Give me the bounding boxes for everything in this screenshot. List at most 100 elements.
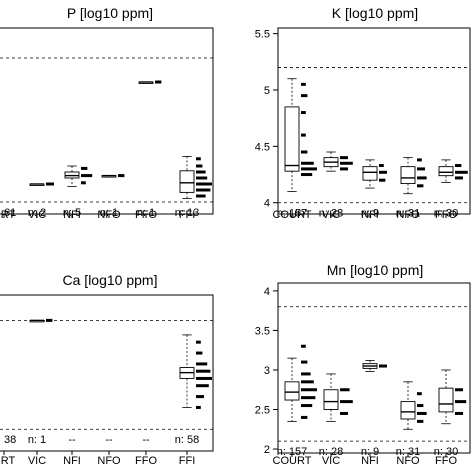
histogram-bar: [455, 170, 468, 174]
histogram-bar: [81, 174, 93, 178]
histogram-bar: [379, 364, 387, 368]
histogram-bar: [417, 404, 424, 408]
histogram-bar: [455, 176, 463, 180]
histogram-bar: [455, 164, 462, 168]
y-tick-label: 4: [264, 198, 270, 210]
histogram-bar: [301, 360, 308, 364]
plot-frame: [277, 282, 471, 454]
x-tick-label: VIC: [322, 455, 340, 467]
histogram-bar: [46, 318, 53, 322]
histogram-bar: [301, 372, 311, 376]
histogram-bar: [340, 400, 353, 404]
box: [284, 106, 300, 172]
count-label: n: 9: [361, 446, 379, 458]
count-label: n: 28: [319, 446, 343, 458]
x-tick-label: NFI: [63, 209, 81, 221]
histogram-bar: [417, 158, 422, 162]
x-tick-label: VIC: [28, 455, 46, 467]
histogram-bar: [81, 166, 88, 170]
panel-title: Mn [log10 ppm]: [327, 262, 424, 278]
y-tick-label: 3: [264, 365, 270, 377]
histogram-bar: [196, 182, 212, 186]
x-tick-label: VIC: [322, 209, 340, 221]
count-label: --: [105, 434, 113, 446]
x-tick-label: FFO: [135, 455, 157, 467]
count-label: n: 1: [28, 434, 46, 446]
plot-frame: [0, 294, 214, 452]
histogram-bar: [379, 164, 384, 168]
y-tick-label: 2: [264, 444, 270, 456]
histogram-bar: [340, 156, 348, 160]
histogram-bar: [301, 150, 308, 154]
histogram-bar: [417, 411, 427, 415]
histogram-bar: [379, 170, 387, 174]
histogram-bar: [379, 178, 386, 182]
histogram-bar: [301, 94, 308, 98]
count-label: n: 1: [100, 207, 118, 219]
count-label: n: 13: [175, 207, 199, 219]
histogram-bar: [340, 167, 348, 171]
histogram-bar: [301, 161, 314, 165]
panel-3: Ca [log10 ppm] URT n: 38 VIC n: 1 NFI -- NFO -- F…: [0, 272, 214, 467]
histogram-bar: [455, 388, 463, 392]
count-label: n: 9: [361, 208, 379, 220]
count-label: n: 38: [0, 434, 16, 446]
x-tick-label: COURT: [273, 209, 312, 221]
x-tick-label: NFO: [97, 209, 121, 221]
plot-frame: [0, 27, 214, 215]
panel-title: K [log10 ppm]: [332, 5, 418, 21]
x-tick-label: NFO: [97, 455, 121, 467]
histogram-bar: [417, 184, 424, 188]
count-label: n: 157: [277, 446, 308, 458]
count-label: n: 61: [0, 207, 16, 219]
box: [400, 401, 416, 420]
histogram-bar: [155, 80, 162, 84]
histogram-bar: [196, 384, 209, 388]
histogram-bar: [118, 174, 125, 178]
count-label: n: 28: [319, 208, 343, 220]
plot-frame: [277, 27, 471, 215]
count-label: n: 30: [434, 208, 458, 220]
x-tick-label: URT: [0, 455, 15, 467]
histogram-bar: [301, 173, 313, 177]
histogram-bar: [301, 388, 317, 392]
box: [438, 166, 454, 177]
count-label: n: 31: [396, 446, 420, 458]
histogram-bar: [196, 157, 201, 161]
histogram-bar: [301, 380, 314, 384]
x-tick-label: NFI: [361, 209, 379, 221]
count-label: n: 5: [63, 207, 81, 219]
count-label: n: 1: [137, 207, 155, 219]
x-tick-label: FFO: [435, 209, 457, 221]
histogram-bar: [196, 340, 201, 344]
histogram-bar: [340, 161, 353, 165]
box: [438, 387, 454, 413]
histogram-bar: [301, 344, 306, 348]
histogram-bar: [196, 351, 203, 355]
y-tick-label: 2.5: [255, 405, 270, 417]
y-tick-label: 5: [264, 85, 270, 97]
histogram-bar: [196, 405, 201, 409]
panel-title: P [log10 ppm]: [67, 5, 153, 21]
histogram-bar: [301, 133, 306, 137]
x-tick-label: FFO: [435, 455, 457, 467]
histogram-bar: [196, 369, 211, 373]
histogram-bar: [301, 396, 316, 400]
histogram-bar: [196, 194, 206, 198]
histogram-bar: [301, 415, 308, 419]
histogram-bar: [455, 411, 463, 415]
histogram-bar: [196, 376, 212, 380]
x-tick-label: FFI: [179, 209, 196, 221]
histogram-bar: [196, 188, 211, 192]
box: [400, 166, 416, 185]
histogram-bar: [417, 167, 425, 171]
histogram-bar: [301, 404, 313, 408]
histogram-bar: [46, 182, 54, 186]
x-tick-label: VIC: [28, 209, 46, 221]
x-tick-label: NFO: [396, 455, 420, 467]
count-label: n: 31: [396, 208, 420, 220]
count-label: n: 2: [28, 207, 46, 219]
